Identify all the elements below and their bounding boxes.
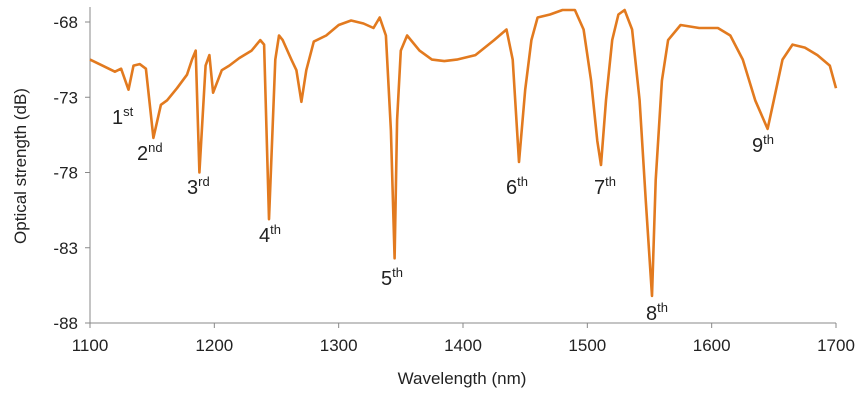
annotation: 2nd: [137, 140, 163, 165]
annotation: 4th: [259, 222, 281, 247]
x-tick-label: 1500: [568, 336, 606, 355]
annotation-suffix: st: [123, 104, 134, 119]
annotation-suffix: th: [270, 222, 281, 237]
y-tick-label: -68: [53, 13, 78, 32]
x-tick-label: 1300: [320, 336, 358, 355]
annotation-suffix: nd: [148, 140, 162, 155]
annotation-suffix: th: [605, 174, 616, 189]
annotation-suffix: th: [517, 174, 528, 189]
annotation-number: 4: [259, 225, 270, 247]
y-tick-label: -88: [53, 314, 78, 333]
annotation-number: 1: [112, 107, 123, 129]
annotation-number: 3: [187, 177, 198, 199]
annotation: 6th: [506, 174, 528, 199]
x-tick-label: 1600: [693, 336, 731, 355]
annotation-number: 8: [646, 303, 657, 325]
annotation: 9th: [752, 132, 774, 157]
y-tick-label: -83: [53, 239, 78, 258]
annotation: 8th: [646, 300, 668, 325]
annotation: 1st: [112, 104, 134, 129]
y-tick-label: -73: [53, 88, 78, 107]
annotation-number: 6: [506, 177, 517, 199]
x-axis-label: Wavelength (nm): [398, 369, 527, 388]
annotation-number: 5: [381, 268, 392, 290]
data-line: [89, 8, 838, 298]
annotation-suffix: th: [392, 265, 403, 280]
annotation: 5th: [381, 265, 403, 290]
annotation-number: 7: [594, 177, 605, 199]
x-tick-label: 1100: [72, 336, 109, 355]
annotation-suffix: th: [657, 300, 668, 315]
x-tick-label: 1400: [444, 336, 482, 355]
y-axis-label: Optical strength (dB): [11, 88, 30, 244]
annotation: 3rd: [187, 174, 210, 199]
annotation: 7th: [594, 174, 616, 199]
annotation-number: 9: [752, 135, 763, 157]
x-tick-label: 1700: [817, 336, 855, 355]
x-tick-label: 1200: [195, 336, 233, 355]
y-tick-label: -78: [53, 164, 78, 183]
annotation-suffix: rd: [198, 174, 210, 189]
annotation-number: 2: [137, 143, 148, 165]
annotation-suffix: th: [763, 132, 774, 147]
